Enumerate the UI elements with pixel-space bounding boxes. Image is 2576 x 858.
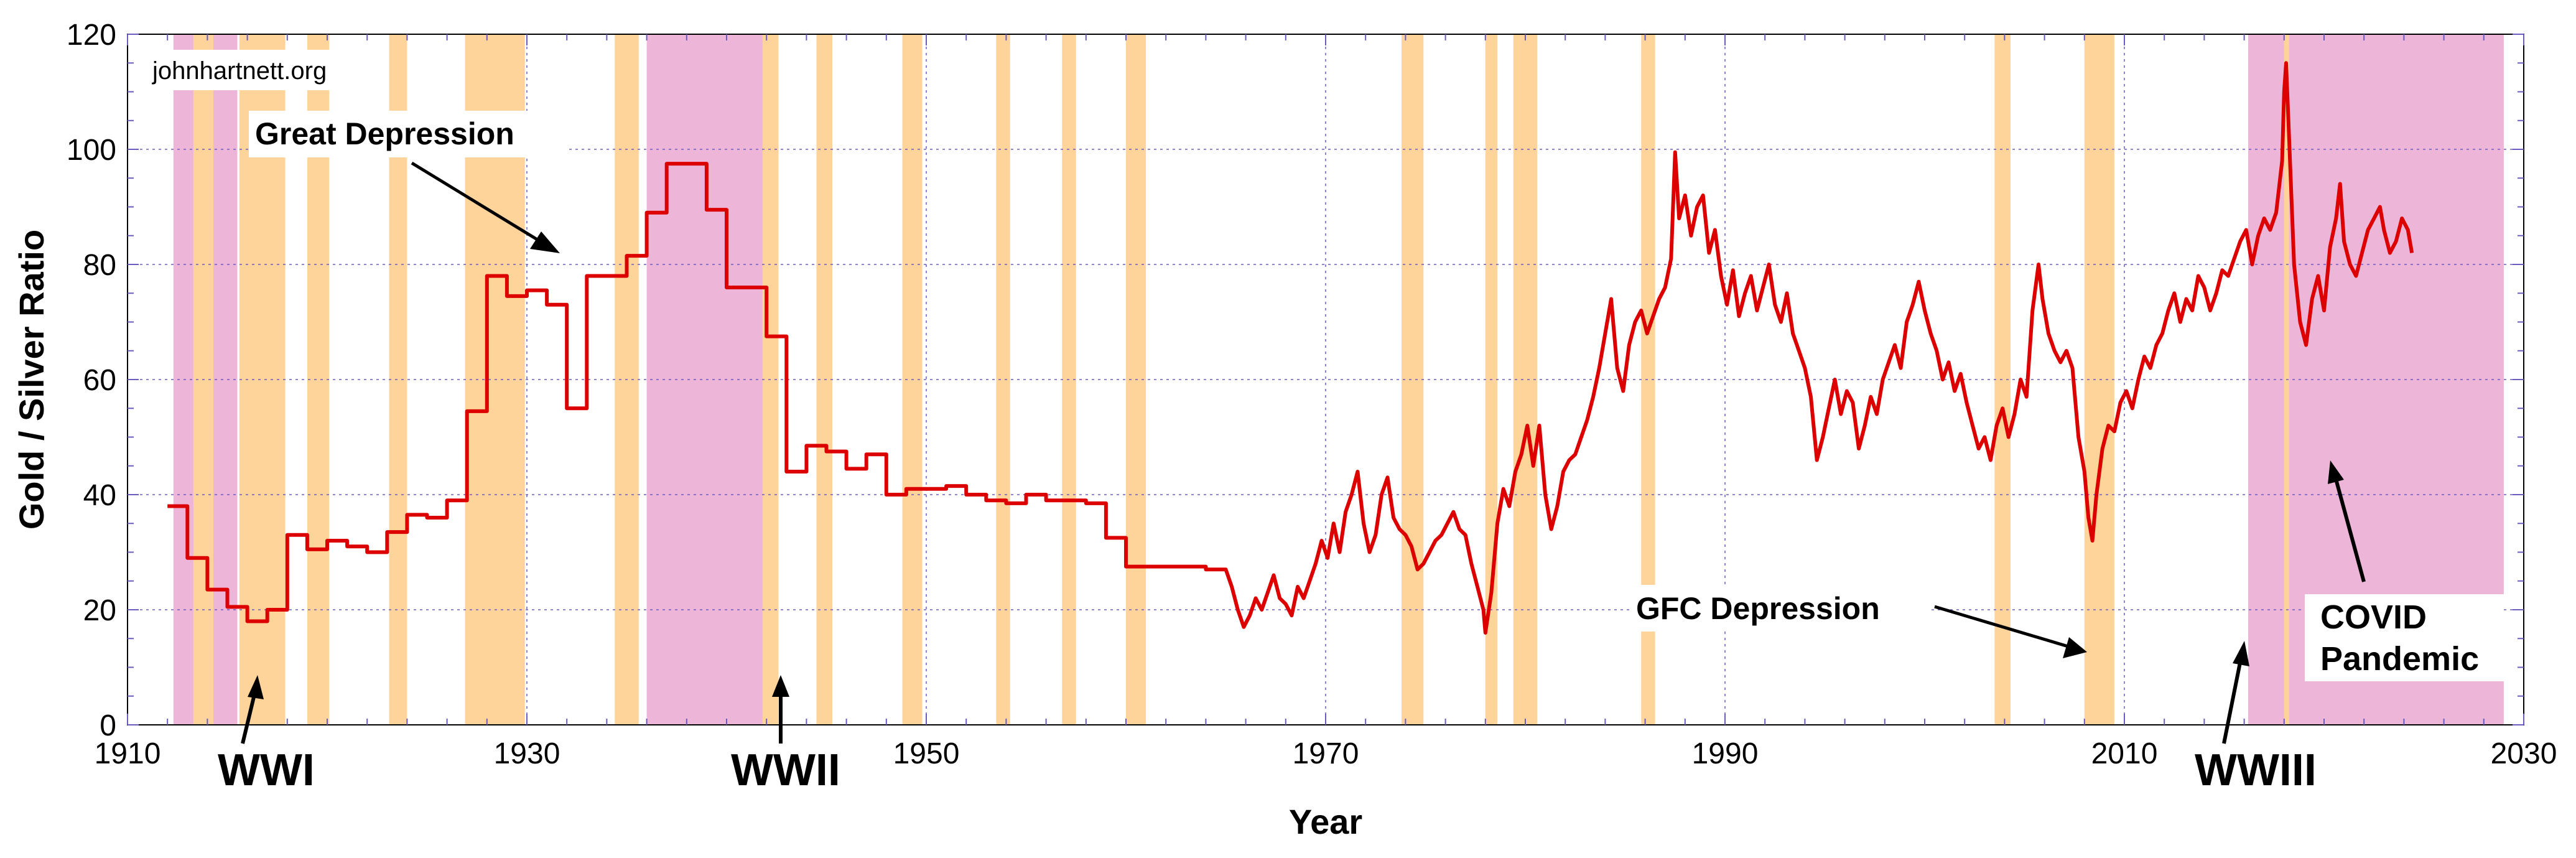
wwiii-label: WWIII xyxy=(2195,745,2317,795)
great-depression-label-box xyxy=(249,111,569,157)
x-tick-label: 1910 xyxy=(95,737,161,770)
covid-label-box xyxy=(2305,594,2504,681)
y-axis-title: Gold / Silver Ratio xyxy=(12,230,51,529)
x-tick-label: 2030 xyxy=(2491,737,2557,770)
gfc-arrowhead xyxy=(2063,637,2087,658)
recession-band xyxy=(996,34,1010,725)
wwiii-arrowhead xyxy=(2233,641,2249,666)
y-tick-label: 120 xyxy=(67,19,116,52)
grid-lines xyxy=(128,34,2524,725)
x-tick-label: 2010 xyxy=(2091,737,2158,770)
gfc-label: GFC Depression xyxy=(1636,591,1880,626)
y-tick-label: 100 xyxy=(67,134,116,167)
recession-band xyxy=(1641,34,1655,725)
covid-arrowhead xyxy=(2328,460,2344,484)
gfc-arrow xyxy=(1934,605,2071,649)
watermark-box xyxy=(146,50,367,90)
x-tick-label: 1990 xyxy=(1692,737,1759,770)
covid-label-line1: COVID xyxy=(2320,599,2427,636)
wwi-arrowhead xyxy=(248,675,264,699)
y-tick-label: 80 xyxy=(83,249,116,282)
watermark-text: johnhartnett.org xyxy=(152,57,327,85)
wwiii-arrow xyxy=(2222,659,2243,744)
y-tick-label: 20 xyxy=(83,594,116,627)
axis-ticks: 1910 1930 1950 1970 1990 2010 2030 0 20 40 60 80 100… xyxy=(67,19,2557,770)
x-tick-label: 1970 xyxy=(1293,737,1359,770)
x-tick-label: 1930 xyxy=(494,737,560,770)
x-axis-title: Year xyxy=(1289,802,1362,841)
great-depression-label: Great Depression xyxy=(255,116,514,151)
series-line xyxy=(167,61,2414,635)
recession-band xyxy=(1513,34,1538,725)
covid-arrow xyxy=(2334,478,2366,582)
wwii-arrowhead xyxy=(772,675,789,697)
great-depression-arrow xyxy=(411,161,549,248)
wwi-arrow xyxy=(241,691,257,744)
y-tick-label: 0 xyxy=(100,709,116,742)
covid-label-line2: Pandemic xyxy=(2320,640,2479,678)
great-depression-arrowhead xyxy=(530,231,560,253)
y-tick-label: 60 xyxy=(83,364,116,397)
x-tick-label: 1950 xyxy=(893,737,960,770)
wwii-label: WWII xyxy=(731,745,840,795)
y-tick-label: 40 xyxy=(83,479,116,512)
wwi-label: WWI xyxy=(218,745,315,795)
gfc-label-box xyxy=(1630,585,1932,632)
